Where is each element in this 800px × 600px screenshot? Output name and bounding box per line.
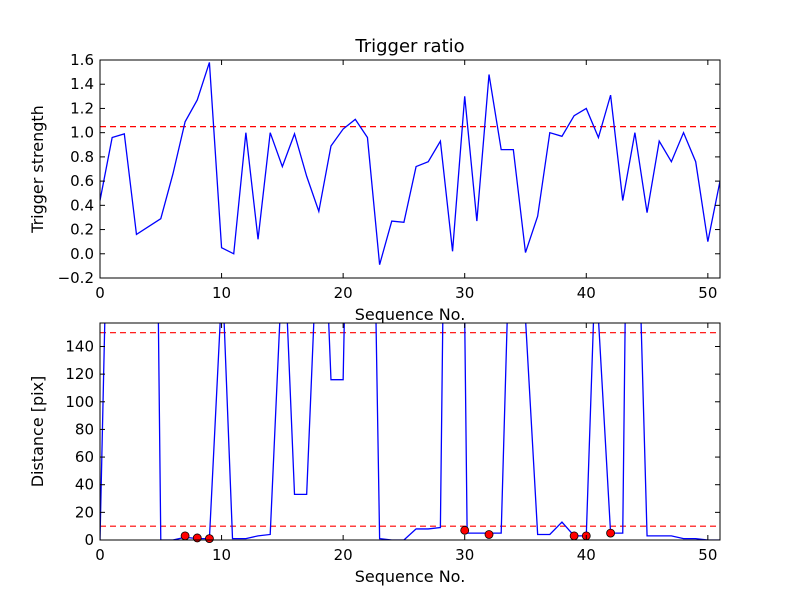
chart-1-y-tick-label: 1.0 <box>70 124 94 142</box>
chart-2-x-tick-label: 10 <box>212 546 231 564</box>
chart-1-plot-area <box>100 62 720 265</box>
chart-2-x-tick-label: 40 <box>577 546 596 564</box>
chart-1-x-tick-label: 10 <box>212 284 231 302</box>
chart-1-x-axis-label: Sequence No. <box>355 305 466 324</box>
chart-2-x-tick-label: 50 <box>698 546 717 564</box>
chart-1-title: Trigger ratio <box>354 36 464 57</box>
chart-2-x-tick-label: 0 <box>95 546 105 564</box>
chart-2-plot-area <box>100 323 720 540</box>
chart-1-y-axis-label: Trigger strength <box>28 105 47 234</box>
chart-2-y-axis-label: Distance [pix] <box>28 376 47 488</box>
chart-1-y-tick-label: 0.4 <box>70 196 94 214</box>
chart-2-y-tick-label: 140 <box>65 337 94 355</box>
chart-1-axes-frame <box>99 59 721 279</box>
chart-1: Trigger ratio 0 10 20 30 40 50 −0.2 0.0 0.2 0.4 0.6… <box>28 36 721 324</box>
chart-2-marker-point <box>606 528 615 538</box>
chart-2-marker-point <box>460 525 470 535</box>
chart-2-axes-frame <box>99 322 721 541</box>
chart-1-y-tick-label: −0.2 <box>58 269 94 287</box>
chart-1-x-tick-label: 0 <box>95 284 105 302</box>
chart-1-y-tick-label: 1.6 <box>70 51 94 69</box>
chart-2-marker-point <box>484 530 494 539</box>
chart-1-x-tick-label: 40 <box>577 284 596 302</box>
chart-1-y-tick-label: 0.0 <box>70 245 94 263</box>
chart-1-x-tick-label: 20 <box>334 284 353 302</box>
chart-1-x-tick-label: 50 <box>698 284 717 302</box>
chart-1-y-tick-label: 1.2 <box>70 99 94 117</box>
chart-2-x-axis-label: Sequence No. <box>355 567 466 586</box>
chart-2-y-tick-label: 120 <box>65 365 94 383</box>
chart-2-y-tick-label: 100 <box>65 393 94 411</box>
chart-1-y-tick-label: 1.4 <box>70 75 94 93</box>
chart-2-x-tick-label: 20 <box>334 546 353 564</box>
chart-2-x-tick-label: 30 <box>455 546 474 564</box>
chart-2-y-tick-label: 40 <box>75 476 94 494</box>
chart-2-y-tick-label: 0 <box>84 531 94 549</box>
chart-2-y-tick-label: 80 <box>75 420 94 438</box>
chart-1-series-line-1 <box>100 62 720 265</box>
chart-2-y-tick-label: 20 <box>75 503 94 521</box>
chart-1-x-tick-label: 30 <box>455 284 474 302</box>
chart-2-marker-point <box>205 534 214 544</box>
chart-2-y-tick-label: 60 <box>75 448 94 466</box>
chart-2-series-line-1 <box>100 323 720 540</box>
chart-2-marker-point <box>180 531 190 541</box>
chart-2-marker-point <box>569 531 579 541</box>
chart-2-marker-point <box>192 533 202 543</box>
chart-1-y-tick-label: 0.2 <box>70 221 94 239</box>
chart-1-y-tick-label: 0.6 <box>70 172 94 190</box>
chart-1-y-tick-label: 0.8 <box>70 148 94 166</box>
chart-2: 0 10 20 30 40 50 0 20 40 60 80 100 120 140 Sequence No… <box>28 322 721 586</box>
